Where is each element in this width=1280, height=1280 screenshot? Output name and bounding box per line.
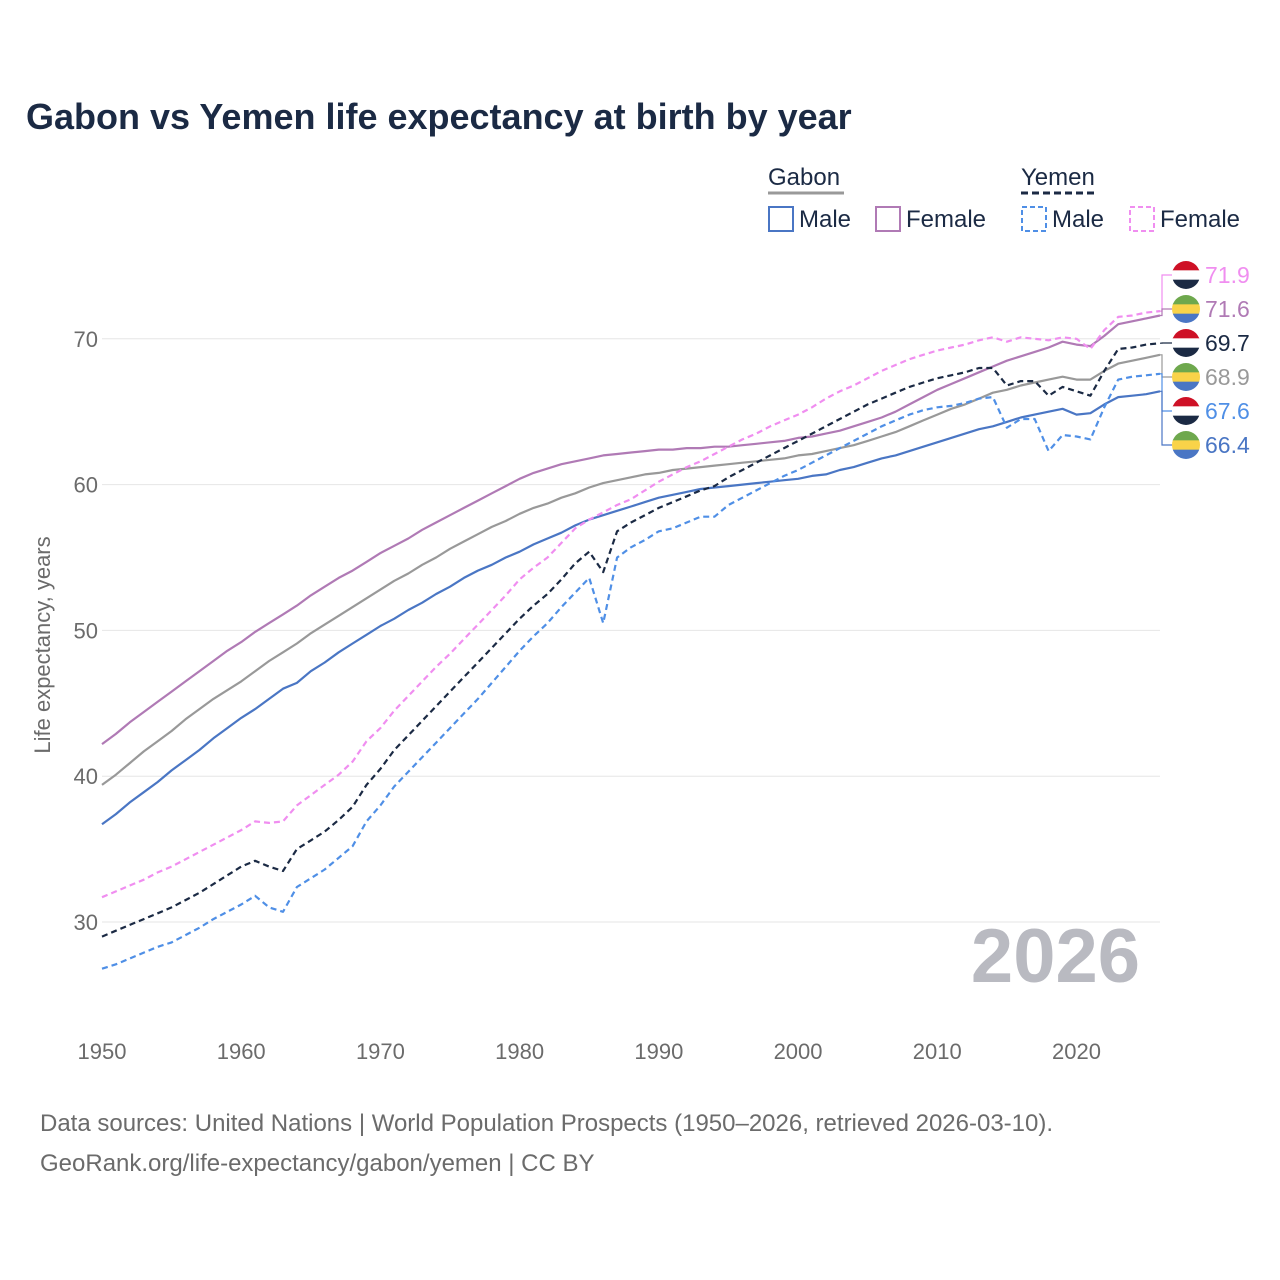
legend-yemen-female-swatch: [1129, 206, 1155, 232]
legend-gabon-male-label: Male: [799, 206, 851, 233]
yemen-flag-icon: [1172, 397, 1200, 425]
y-tick-label-70: 70: [74, 327, 98, 352]
end-label-value: 68.9: [1205, 364, 1250, 390]
end-label-yemen-female: 71.9: [1160, 261, 1250, 312]
legend-yemen-female-label: Female: [1160, 206, 1240, 233]
year-watermark: 2026: [971, 914, 1140, 999]
end-label-connector: [1160, 274, 1172, 312]
x-tick-label-1980: 1980: [495, 1039, 544, 1064]
end-label-value: 71.6: [1205, 296, 1250, 322]
y-tick-label-60: 60: [74, 473, 98, 498]
end-labels: 71.9 71.6 69.7 68.9 67.6 66.4: [1160, 261, 1250, 459]
series-line-yemen-male[interactable]: [101, 372, 1161, 970]
y-tick-label-50: 50: [74, 618, 98, 643]
end-label-yemen-total: 69.7: [1160, 329, 1250, 357]
y-tick-label-30: 30: [74, 910, 98, 935]
yemen-flag-icon: [1172, 261, 1200, 289]
end-label-value: 69.7: [1205, 330, 1250, 356]
gabon-flag-icon: [1172, 295, 1200, 323]
y-axis-label: Life expectancy, years: [30, 536, 55, 753]
series-line-gabon-total[interactable]: [101, 353, 1161, 786]
legend-gabon-female-swatch: [875, 206, 901, 232]
series-line-gabon-male[interactable]: [101, 390, 1161, 826]
series-line-gabon-female[interactable]: [101, 314, 1161, 745]
end-label-yemen-male: 67.6: [1160, 373, 1250, 425]
x-tick-label-1970: 1970: [356, 1039, 405, 1064]
yemen-flag-icon: [1172, 329, 1200, 357]
end-label-value: 67.6: [1205, 398, 1250, 424]
end-label-value: 66.4: [1205, 432, 1250, 458]
grid-layer: [102, 338, 1160, 923]
series-line-yemen-female[interactable]: [101, 310, 1161, 899]
gabon-flag-icon: [1172, 431, 1200, 459]
source-line-1: Data sources: United Nations | World Pop…: [40, 1110, 1053, 1137]
end-label-gabon-total: 68.9: [1160, 354, 1250, 391]
end-label-gabon-male: 66.4: [1160, 390, 1250, 459]
series-line-yemen-total[interactable]: [101, 342, 1161, 938]
legend-gabon[interactable]: Gabon Male Female: [768, 164, 986, 233]
legend-gabon-title: Gabon: [768, 164, 840, 191]
x-tick-labels: 1950 1960 1970 1980 1990 2000 2010 2020: [78, 1039, 1101, 1064]
end-label-connector: [1160, 390, 1172, 446]
x-tick-label-1950: 1950: [78, 1039, 127, 1064]
y-tick-label-40: 40: [74, 764, 98, 789]
end-label-connector: [1160, 308, 1172, 317]
x-tick-label-1960: 1960: [217, 1039, 266, 1064]
legend-gabon-female-label: Female: [906, 206, 986, 233]
x-tick-label-2000: 2000: [774, 1039, 823, 1064]
legend-yemen-male-swatch: [1021, 206, 1047, 232]
x-tick-label-2020: 2020: [1052, 1039, 1101, 1064]
legend-gabon-male-swatch: [768, 206, 794, 232]
legend-yemen-title: Yemen: [1021, 164, 1095, 191]
end-label-gabon-female: 71.6: [1160, 295, 1250, 323]
legend-yemen[interactable]: Yemen Male Female: [1021, 164, 1240, 233]
gabon-flag-icon: [1172, 363, 1200, 391]
end-label-connector: [1160, 354, 1172, 378]
end-label-value: 71.9: [1205, 262, 1250, 288]
legend: Gabon Male Female Yemen Male Female: [768, 164, 1240, 233]
chart-title: Gabon vs Yemen life expectancy at birth …: [26, 96, 852, 137]
series-layer: [101, 310, 1161, 970]
x-tick-label-2010: 2010: [913, 1039, 962, 1064]
legend-yemen-male-label: Male: [1052, 206, 1104, 233]
x-tick-label-1990: 1990: [634, 1039, 683, 1064]
source-line-2[interactable]: GeoRank.org/life-expectancy/gabon/yemen …: [40, 1150, 595, 1177]
y-tick-labels: 30 40 50 60 70: [74, 327, 98, 935]
